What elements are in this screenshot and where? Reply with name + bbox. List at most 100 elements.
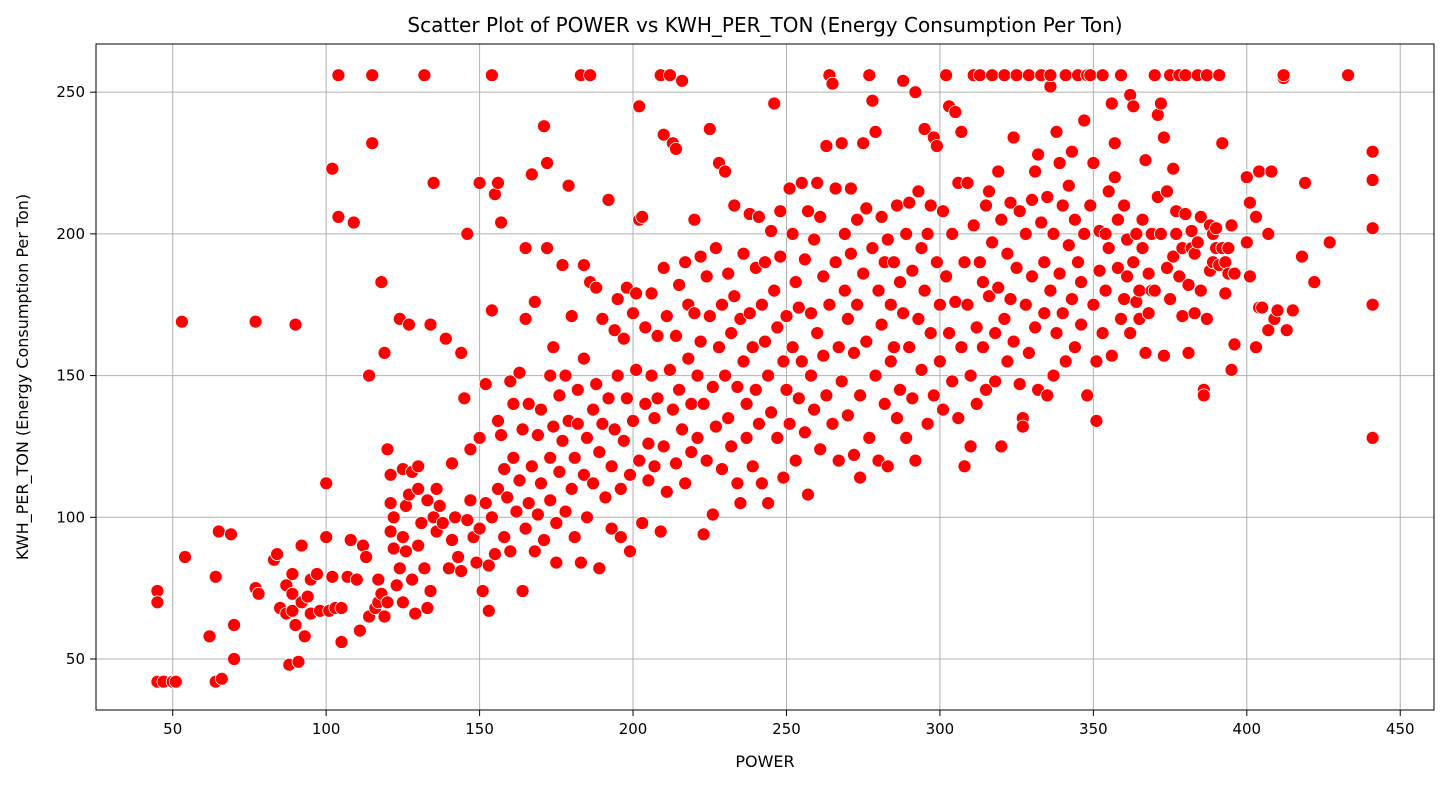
- data-point: [1154, 226, 1168, 241]
- data-point: [1175, 309, 1190, 324]
- x-tick-label: 200: [619, 720, 648, 738]
- data-point: [1086, 297, 1101, 312]
- data-point: [1135, 212, 1150, 227]
- data-point: [552, 464, 567, 479]
- data-point: [537, 533, 551, 547]
- data-point: [423, 584, 438, 598]
- data-point: [524, 167, 539, 182]
- data-point: [383, 524, 398, 539]
- data-point: [834, 374, 849, 389]
- data-point: [736, 354, 751, 369]
- data-point: [1071, 255, 1085, 270]
- data-point: [1243, 269, 1257, 284]
- data-point: [705, 507, 720, 522]
- data-point: [356, 538, 370, 553]
- data-point: [1279, 323, 1294, 338]
- data-point: [1089, 354, 1104, 369]
- data-point: [377, 609, 392, 624]
- data-point: [1166, 161, 1181, 176]
- data-point: [972, 68, 987, 83]
- data-point: [985, 68, 999, 83]
- data-point: [837, 283, 852, 298]
- data-point: [1083, 198, 1098, 213]
- data-point: [672, 382, 686, 397]
- data-point: [383, 496, 398, 511]
- data-point: [1031, 147, 1045, 162]
- data-point: [1040, 190, 1055, 204]
- data-point: [1015, 419, 1030, 434]
- data-point: [696, 396, 711, 411]
- data-point: [871, 283, 886, 298]
- data-point: [555, 258, 570, 273]
- data-point: [1141, 306, 1156, 321]
- data-point: [389, 578, 404, 593]
- data-point: [288, 317, 303, 332]
- data-point: [534, 402, 548, 417]
- data-point: [810, 175, 825, 190]
- data-point: [1365, 430, 1380, 445]
- data-point: [920, 416, 935, 431]
- data-point: [405, 572, 420, 587]
- data-point: [1117, 198, 1131, 213]
- data-point: [644, 368, 659, 383]
- data-point: [411, 538, 426, 553]
- data-point: [785, 226, 800, 241]
- data-point: [951, 411, 966, 426]
- data-point: [1295, 249, 1309, 264]
- data-point: [850, 212, 864, 227]
- data-point: [1190, 235, 1205, 250]
- data-point: [1077, 113, 1092, 128]
- data-point: [718, 368, 732, 383]
- data-point: [1249, 340, 1263, 355]
- data-point: [445, 533, 459, 547]
- data-point: [1065, 144, 1079, 159]
- data-point: [702, 309, 717, 324]
- data-point: [687, 306, 702, 321]
- data-point: [908, 453, 923, 468]
- data-point: [288, 618, 303, 632]
- data-point: [883, 354, 898, 369]
- x-axis-label: POWER: [735, 752, 794, 771]
- data-point: [724, 326, 739, 341]
- data-point: [1187, 246, 1202, 261]
- data-point: [1114, 68, 1128, 83]
- data-point: [813, 209, 828, 224]
- data-point: [1055, 306, 1070, 321]
- data-point: [724, 439, 739, 454]
- data-point: [923, 326, 938, 341]
- data-point: [518, 311, 533, 326]
- data-point: [954, 340, 969, 355]
- data-point: [1193, 283, 1208, 298]
- data-point: [487, 187, 502, 202]
- data-point: [779, 309, 794, 324]
- data-point: [417, 561, 432, 576]
- data-point: [1129, 226, 1144, 241]
- data-point: [506, 396, 521, 411]
- data-point: [383, 467, 398, 482]
- data-point: [595, 311, 610, 326]
- data-point: [868, 368, 883, 383]
- data-point: [1212, 68, 1227, 83]
- data-point: [997, 311, 1012, 326]
- data-point: [546, 419, 561, 434]
- data-point: [736, 246, 751, 261]
- data-point: [1052, 266, 1067, 281]
- data-point: [991, 164, 1006, 179]
- data-point: [896, 73, 910, 88]
- data-point: [844, 246, 858, 261]
- y-tick-label: 150: [56, 367, 85, 385]
- data-point: [1150, 108, 1165, 122]
- data-point: [969, 320, 984, 335]
- data-point: [1043, 68, 1058, 83]
- data-point: [1365, 221, 1380, 236]
- data-point: [727, 289, 742, 304]
- data-point: [672, 277, 686, 292]
- data-point: [930, 139, 944, 153]
- data-point: [767, 283, 782, 298]
- data-point: [1249, 209, 1263, 224]
- x-tick-label: 400: [1232, 720, 1261, 738]
- data-point: [638, 320, 653, 335]
- data-point: [804, 368, 818, 383]
- data-point: [899, 430, 914, 445]
- data-point: [472, 175, 487, 190]
